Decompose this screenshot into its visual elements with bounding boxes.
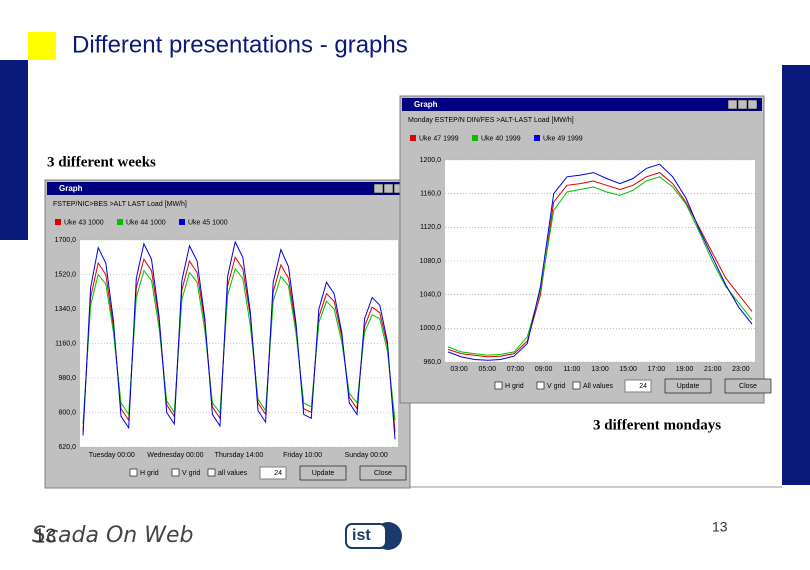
checkbox-label: V grid bbox=[182, 470, 200, 477]
y-tick-label: 800,0 bbox=[58, 409, 76, 416]
y-tick-label: 1160,0 bbox=[420, 191, 441, 198]
x-tick-label: 21:00 bbox=[704, 366, 722, 373]
title-bar bbox=[402, 98, 762, 111]
button[interactable] bbox=[359, 465, 407, 481]
series-line bbox=[447, 172, 753, 358]
count-value: 24 bbox=[639, 383, 647, 390]
legend-swatch bbox=[117, 219, 123, 225]
series-line bbox=[447, 176, 753, 356]
checkbox[interactable] bbox=[207, 468, 216, 477]
logo-ist: ist bbox=[352, 527, 371, 544]
button[interactable] bbox=[724, 378, 772, 394]
button-label: Close bbox=[739, 383, 757, 390]
x-tick-label: 07:00 bbox=[507, 366, 525, 373]
y-tick-label: 1040,0 bbox=[420, 292, 442, 299]
window-title: Graph bbox=[414, 100, 438, 109]
y-tick-label: 1120,0 bbox=[420, 224, 441, 231]
y-tick-label: 620,0 bbox=[58, 444, 76, 451]
legend-swatch bbox=[410, 135, 416, 141]
x-tick-label: Friday 10:00 bbox=[283, 452, 322, 459]
series-line bbox=[447, 163, 753, 361]
graph-header: Monday ESTEP/N DIN/FES >ALT-LAST Load [M… bbox=[408, 117, 574, 124]
x-tick-label: 11:00 bbox=[563, 366, 580, 373]
graph-header: FSTEP/NIC>BES >ALT LAST Load [MW/h] bbox=[53, 201, 187, 208]
series-line bbox=[82, 267, 396, 425]
x-tick-label: 05:00 bbox=[479, 366, 497, 373]
legend-label: Uke 44 1000 bbox=[126, 219, 166, 226]
button[interactable] bbox=[664, 378, 712, 394]
y-tick-label: 1340,0 bbox=[55, 306, 77, 313]
legend-label: Uke 47 1999 bbox=[419, 135, 459, 142]
x-tick-label: 19:00 bbox=[676, 366, 694, 373]
legend-label: Uke 40 1999 bbox=[481, 135, 521, 142]
y-tick-label: 1700,0 bbox=[55, 237, 77, 244]
legend-label: Uke 43 1000 bbox=[64, 219, 104, 226]
x-tick-label: 13:00 bbox=[591, 366, 609, 373]
title-bar bbox=[47, 182, 408, 195]
caption: 3 different mondays bbox=[593, 417, 721, 433]
x-tick-label: 09:00 bbox=[535, 366, 553, 373]
checkbox-label: H grid bbox=[140, 470, 159, 477]
window-title: Graph bbox=[59, 184, 83, 193]
checkbox[interactable] bbox=[129, 468, 138, 477]
button-label: Close bbox=[374, 470, 392, 477]
checkbox-label: All values bbox=[583, 383, 613, 390]
y-tick-label: 1200,0 bbox=[420, 157, 442, 164]
logo-text: Scada On Web bbox=[32, 523, 194, 548]
caption: 3 different weeks bbox=[47, 154, 156, 170]
y-tick-label: 1520,0 bbox=[55, 271, 77, 278]
x-tick-label: Thursday 14:00 bbox=[215, 452, 264, 459]
legend-swatch bbox=[55, 219, 61, 225]
checkbox-label: V grid bbox=[547, 383, 565, 390]
logo-box bbox=[345, 523, 387, 549]
y-tick-label: 980,0 bbox=[58, 375, 76, 382]
checkbox-label: H grid bbox=[505, 383, 524, 390]
y-tick-label: 1000,0 bbox=[420, 325, 442, 332]
legend-swatch bbox=[472, 135, 478, 141]
button-label: Update bbox=[677, 383, 700, 390]
x-tick-label: 23:00 bbox=[732, 366, 750, 373]
title-button[interactable] bbox=[747, 99, 758, 110]
count-value: 24 bbox=[274, 470, 282, 477]
legend-swatch bbox=[179, 219, 185, 225]
title-button[interactable] bbox=[383, 183, 394, 194]
count-input[interactable] bbox=[624, 379, 652, 393]
left-bar bbox=[0, 60, 28, 240]
title-button[interactable] bbox=[727, 99, 738, 110]
legend-label: Uke 45 1000 bbox=[188, 219, 228, 226]
yellow-square bbox=[28, 32, 56, 60]
legend-swatch bbox=[534, 135, 540, 141]
y-tick-label: 1160,0 bbox=[55, 340, 76, 347]
checkbox[interactable] bbox=[536, 381, 545, 390]
checkbox[interactable] bbox=[572, 381, 581, 390]
legend-label: Uke 49 1999 bbox=[543, 135, 583, 142]
x-tick-label: 17:00 bbox=[648, 366, 666, 373]
right-bar bbox=[782, 65, 810, 485]
x-tick-label: Sunday 00:00 bbox=[345, 452, 388, 459]
graph-window: Graph Monday ESTEP/N DIN/FES >ALT-LAST Lo… bbox=[399, 95, 772, 404]
x-tick-label: 15:00 bbox=[619, 366, 637, 373]
button-label: Update bbox=[312, 470, 335, 477]
x-tick-label: Wednesday 00:00 bbox=[147, 452, 203, 459]
checkbox-label: all values bbox=[218, 470, 248, 477]
title-button[interactable] bbox=[373, 183, 384, 194]
title-button[interactable] bbox=[737, 99, 748, 110]
graph-window: Graph FSTEP/NIC>BES >ALT LAST Load [MW/h]… bbox=[44, 179, 411, 489]
y-tick-label: 1080,0 bbox=[420, 258, 442, 265]
plot-area bbox=[445, 160, 755, 362]
button[interactable] bbox=[299, 465, 347, 481]
x-tick-label: Tuesday 00:00 bbox=[89, 452, 135, 459]
slide-title: Different presentations - graphs bbox=[72, 31, 408, 58]
count-input[interactable] bbox=[259, 466, 287, 480]
x-tick-label: 03:00 bbox=[450, 366, 468, 373]
y-tick-label: 960,0 bbox=[423, 359, 441, 366]
series-line bbox=[82, 240, 396, 440]
page-number: 13 bbox=[712, 519, 728, 535]
checkbox[interactable] bbox=[171, 468, 180, 477]
checkbox[interactable] bbox=[494, 381, 503, 390]
left-number: 13 bbox=[34, 525, 56, 547]
